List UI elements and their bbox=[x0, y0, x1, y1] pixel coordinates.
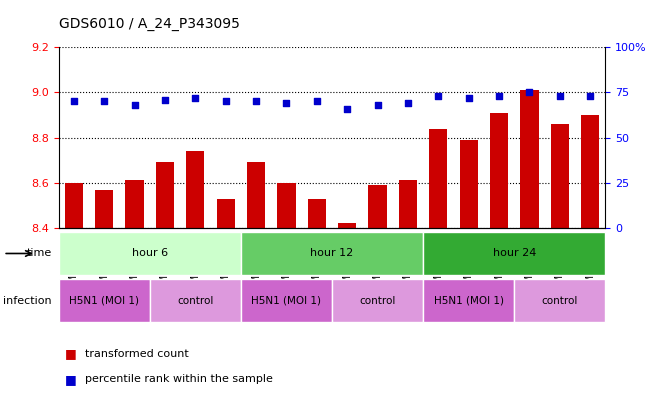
Bar bbox=[581, 115, 600, 228]
Text: time: time bbox=[27, 248, 52, 259]
Text: hour 6: hour 6 bbox=[132, 248, 168, 259]
Point bbox=[99, 98, 109, 105]
Point bbox=[494, 93, 505, 99]
Text: control: control bbox=[359, 296, 396, 306]
Text: control: control bbox=[542, 296, 578, 306]
Text: percentile rank within the sample: percentile rank within the sample bbox=[85, 374, 273, 384]
Bar bbox=[95, 189, 113, 228]
Text: ■: ■ bbox=[65, 347, 77, 360]
Text: ■: ■ bbox=[65, 373, 77, 386]
Bar bbox=[490, 113, 508, 228]
Bar bbox=[520, 90, 538, 228]
Text: hour 24: hour 24 bbox=[493, 248, 536, 259]
Point bbox=[342, 105, 352, 112]
Text: GDS6010 / A_24_P343095: GDS6010 / A_24_P343095 bbox=[59, 17, 240, 31]
Bar bbox=[429, 129, 447, 228]
Point bbox=[190, 95, 201, 101]
Point bbox=[524, 89, 534, 95]
Bar bbox=[338, 224, 356, 228]
Point bbox=[130, 102, 140, 108]
Point bbox=[68, 98, 79, 105]
Point bbox=[555, 93, 565, 99]
Bar bbox=[186, 151, 204, 228]
Text: hour 12: hour 12 bbox=[311, 248, 353, 259]
Bar bbox=[460, 140, 478, 228]
Point bbox=[433, 93, 443, 99]
Text: transformed count: transformed count bbox=[85, 349, 188, 359]
Text: H5N1 (MOI 1): H5N1 (MOI 1) bbox=[251, 296, 322, 306]
Text: H5N1 (MOI 1): H5N1 (MOI 1) bbox=[434, 296, 504, 306]
Point bbox=[464, 95, 474, 101]
Bar bbox=[217, 198, 235, 228]
Point bbox=[281, 100, 292, 107]
Point bbox=[585, 93, 596, 99]
Point bbox=[159, 96, 170, 103]
Point bbox=[312, 98, 322, 105]
Bar bbox=[551, 124, 569, 228]
Bar bbox=[399, 180, 417, 228]
Point bbox=[251, 98, 261, 105]
Bar bbox=[277, 183, 296, 228]
Point bbox=[372, 102, 383, 108]
Text: H5N1 (MOI 1): H5N1 (MOI 1) bbox=[69, 296, 139, 306]
Text: infection: infection bbox=[3, 296, 52, 306]
Bar bbox=[126, 180, 144, 228]
Bar bbox=[308, 198, 326, 228]
Point bbox=[403, 100, 413, 107]
Bar bbox=[368, 185, 387, 228]
Bar bbox=[247, 162, 265, 228]
Text: control: control bbox=[177, 296, 214, 306]
Point bbox=[221, 98, 231, 105]
Bar bbox=[156, 162, 174, 228]
Bar bbox=[64, 183, 83, 228]
